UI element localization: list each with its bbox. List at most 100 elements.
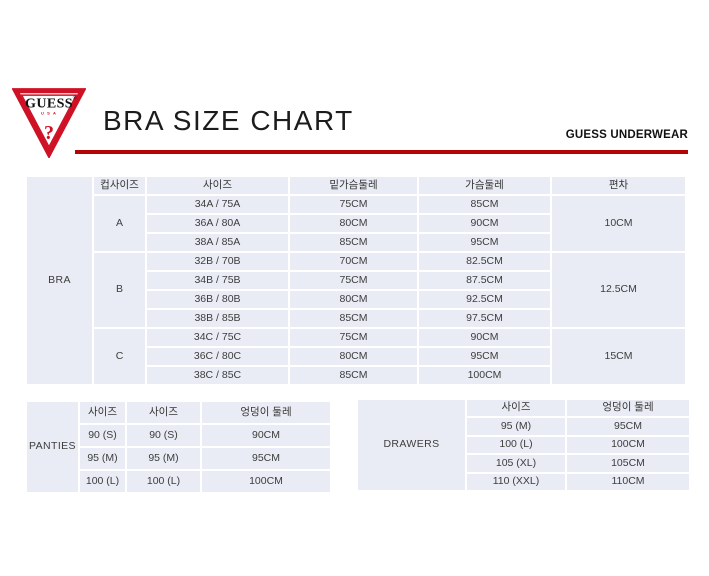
table-row: 38A / 85A 85CM 95CM xyxy=(26,232,686,253)
hip-cell: 110CM xyxy=(565,471,691,492)
bust-cell: 95CM xyxy=(417,232,552,253)
size-cell: 38C / 85C xyxy=(145,365,290,386)
hip-cell: 100CM xyxy=(565,434,691,456)
cup-cell: C xyxy=(92,327,147,386)
underbust-cell: 75CM xyxy=(288,270,419,291)
underbust-cell: 80CM xyxy=(288,213,419,234)
logo-brand-text: GUESS xyxy=(25,96,73,112)
header-hip: 엉덩이 둘레 xyxy=(200,400,332,425)
size-cell: 95 (M) xyxy=(78,446,127,471)
size-cell: 90 (S) xyxy=(125,423,202,448)
table-row: 38B / 85B 85CM 97.5CM xyxy=(26,308,686,329)
bust-cell: 87.5CM xyxy=(417,270,552,291)
underbust-cell: 85CM xyxy=(288,232,419,253)
header-cup-size: 컵사이즈 xyxy=(92,175,147,196)
panties-size-table: PANTIES 사이즈 사이즈 엉덩이 둘레 90 (S) 90 (S) 90C… xyxy=(25,400,332,494)
drawers-size-table: DRAWERS 사이즈 엉덩이 둘레 95 (M) 95CM 100 (L) 1… xyxy=(356,397,691,492)
table-row: A 34A / 75A 75CM 85CM 10CM xyxy=(26,194,687,253)
bust-cell: 100CM xyxy=(417,365,552,386)
table-row: 36A / 80A 80CM 90CM xyxy=(26,213,686,234)
logo-triangle-outer xyxy=(12,88,86,158)
panties-row-label: PANTIES xyxy=(25,400,80,494)
panties-header-row: PANTIES 사이즈 사이즈 엉덩이 둘레 xyxy=(25,400,332,494)
size-cell: 100 (L) xyxy=(125,469,202,494)
size-cell: 34A / 75A xyxy=(145,194,290,215)
bust-cell: 92.5CM xyxy=(417,289,552,310)
deviation-cell: 12.5CM xyxy=(550,251,687,329)
header-size: 사이즈 xyxy=(145,175,290,196)
size-cell: 95 (M) xyxy=(465,416,567,437)
cup-cell: B xyxy=(92,251,147,329)
header-size: 사이즈 xyxy=(465,397,567,419)
underbust-cell: 80CM xyxy=(288,289,419,310)
size-cell: 100 (L) xyxy=(465,434,567,456)
table-row: 100 (L) 100 (L) 100CM xyxy=(26,469,332,494)
table-row: 95 (M) 95CM xyxy=(357,416,691,437)
cup-cell: A xyxy=(92,194,147,253)
red-divider-line xyxy=(75,150,688,154)
hip-cell: 95CM xyxy=(565,416,691,437)
bust-cell: 95CM xyxy=(417,346,552,367)
size-cell: 100 (L) xyxy=(78,469,127,494)
bra-header-row: BRA 컵사이즈 사이즈 밑가슴둘레 가슴둘레 편차 xyxy=(25,175,687,386)
size-cell: 36A / 80A xyxy=(145,213,290,234)
table-row: 36C / 80C 80CM 95CM xyxy=(26,346,686,367)
table-row: 34B / 75B 75CM 87.5CM xyxy=(26,270,686,291)
page-title: BRA SIZE CHART xyxy=(103,105,354,136)
size-cell: 110 (XXL) xyxy=(465,471,567,492)
table-row: 100 (L) 100CM xyxy=(357,434,691,456)
size-cell: 38B / 85B xyxy=(145,308,290,329)
underbust-cell: 85CM xyxy=(288,308,419,329)
table-row: 38C / 85C 85CM 100CM xyxy=(26,365,686,386)
hip-cell: 105CM xyxy=(565,453,691,474)
hip-cell: 100CM xyxy=(200,469,332,494)
logo-usa-text: U S A xyxy=(41,110,57,115)
table-row: 110 (XXL) 110CM xyxy=(357,471,691,492)
table-row: B 32B / 70B 70CM 82.5CM 12.5CM xyxy=(26,251,687,329)
bust-cell: 85CM xyxy=(417,194,552,215)
size-cell: 105 (XL) xyxy=(465,453,567,474)
size-cell: 38A / 85A xyxy=(145,232,290,253)
bust-cell: 82.5CM xyxy=(417,251,552,272)
logo-question-mark: ? xyxy=(44,122,54,144)
deviation-cell: 10CM xyxy=(550,194,687,253)
header-size: 사이즈 xyxy=(125,400,202,425)
table-row: 36B / 80B 80CM 92.5CM xyxy=(26,289,686,310)
bra-row-label: BRA xyxy=(25,175,94,386)
size-cell: 90 (S) xyxy=(78,423,127,448)
bust-cell: 90CM xyxy=(417,213,552,234)
header-hip: 엉덩이 둘레 xyxy=(565,397,691,419)
drawers-row-label: DRAWERS xyxy=(356,398,467,492)
drawers-header-row: DRAWERS 사이즈 엉덩이 둘레 xyxy=(356,397,691,492)
logo-registered-mark: ® xyxy=(73,95,77,102)
underbust-cell: 85CM xyxy=(288,365,419,386)
underbust-cell: 70CM xyxy=(288,251,419,272)
size-cell: 34B / 75B xyxy=(145,270,290,291)
bust-cell: 97.5CM xyxy=(417,308,552,329)
table-row: 90 (S) 90 (S) 90CM xyxy=(26,423,332,448)
header-underbust: 밑가슴둘레 xyxy=(288,175,419,196)
brand-label: GUESS UNDERWEAR xyxy=(565,129,688,141)
guess-logo: GUESS ® U S A ? xyxy=(12,88,86,158)
table-row: 95 (M) 95 (M) 95CM xyxy=(26,446,332,471)
underbust-cell: 75CM xyxy=(288,327,419,348)
underbust-cell: 80CM xyxy=(288,346,419,367)
header-bust: 가슴둘레 xyxy=(417,175,552,196)
size-cell: 95 (M) xyxy=(125,446,202,471)
size-cell: 36C / 80C xyxy=(145,346,290,367)
size-cell: 32B / 70B xyxy=(145,251,290,272)
header-deviation: 편차 xyxy=(550,175,687,196)
bust-cell: 90CM xyxy=(417,327,552,348)
hip-cell: 90CM xyxy=(200,423,332,448)
table-row: C 34C / 75C 75CM 90CM 15CM xyxy=(26,327,687,386)
deviation-cell: 15CM xyxy=(550,327,687,386)
size-cell: 36B / 80B xyxy=(145,289,290,310)
header-size: 사이즈 xyxy=(78,400,127,425)
hip-cell: 95CM xyxy=(200,446,332,471)
bra-size-table: BRA 컵사이즈 사이즈 밑가슴둘레 가슴둘레 편차 A 34A / 75A 7… xyxy=(25,175,687,386)
logo-triangle-inner xyxy=(20,94,78,149)
size-cell: 34C / 75C xyxy=(145,327,290,348)
table-row: 105 (XL) 105CM xyxy=(357,453,691,474)
underbust-cell: 75CM xyxy=(288,194,419,215)
